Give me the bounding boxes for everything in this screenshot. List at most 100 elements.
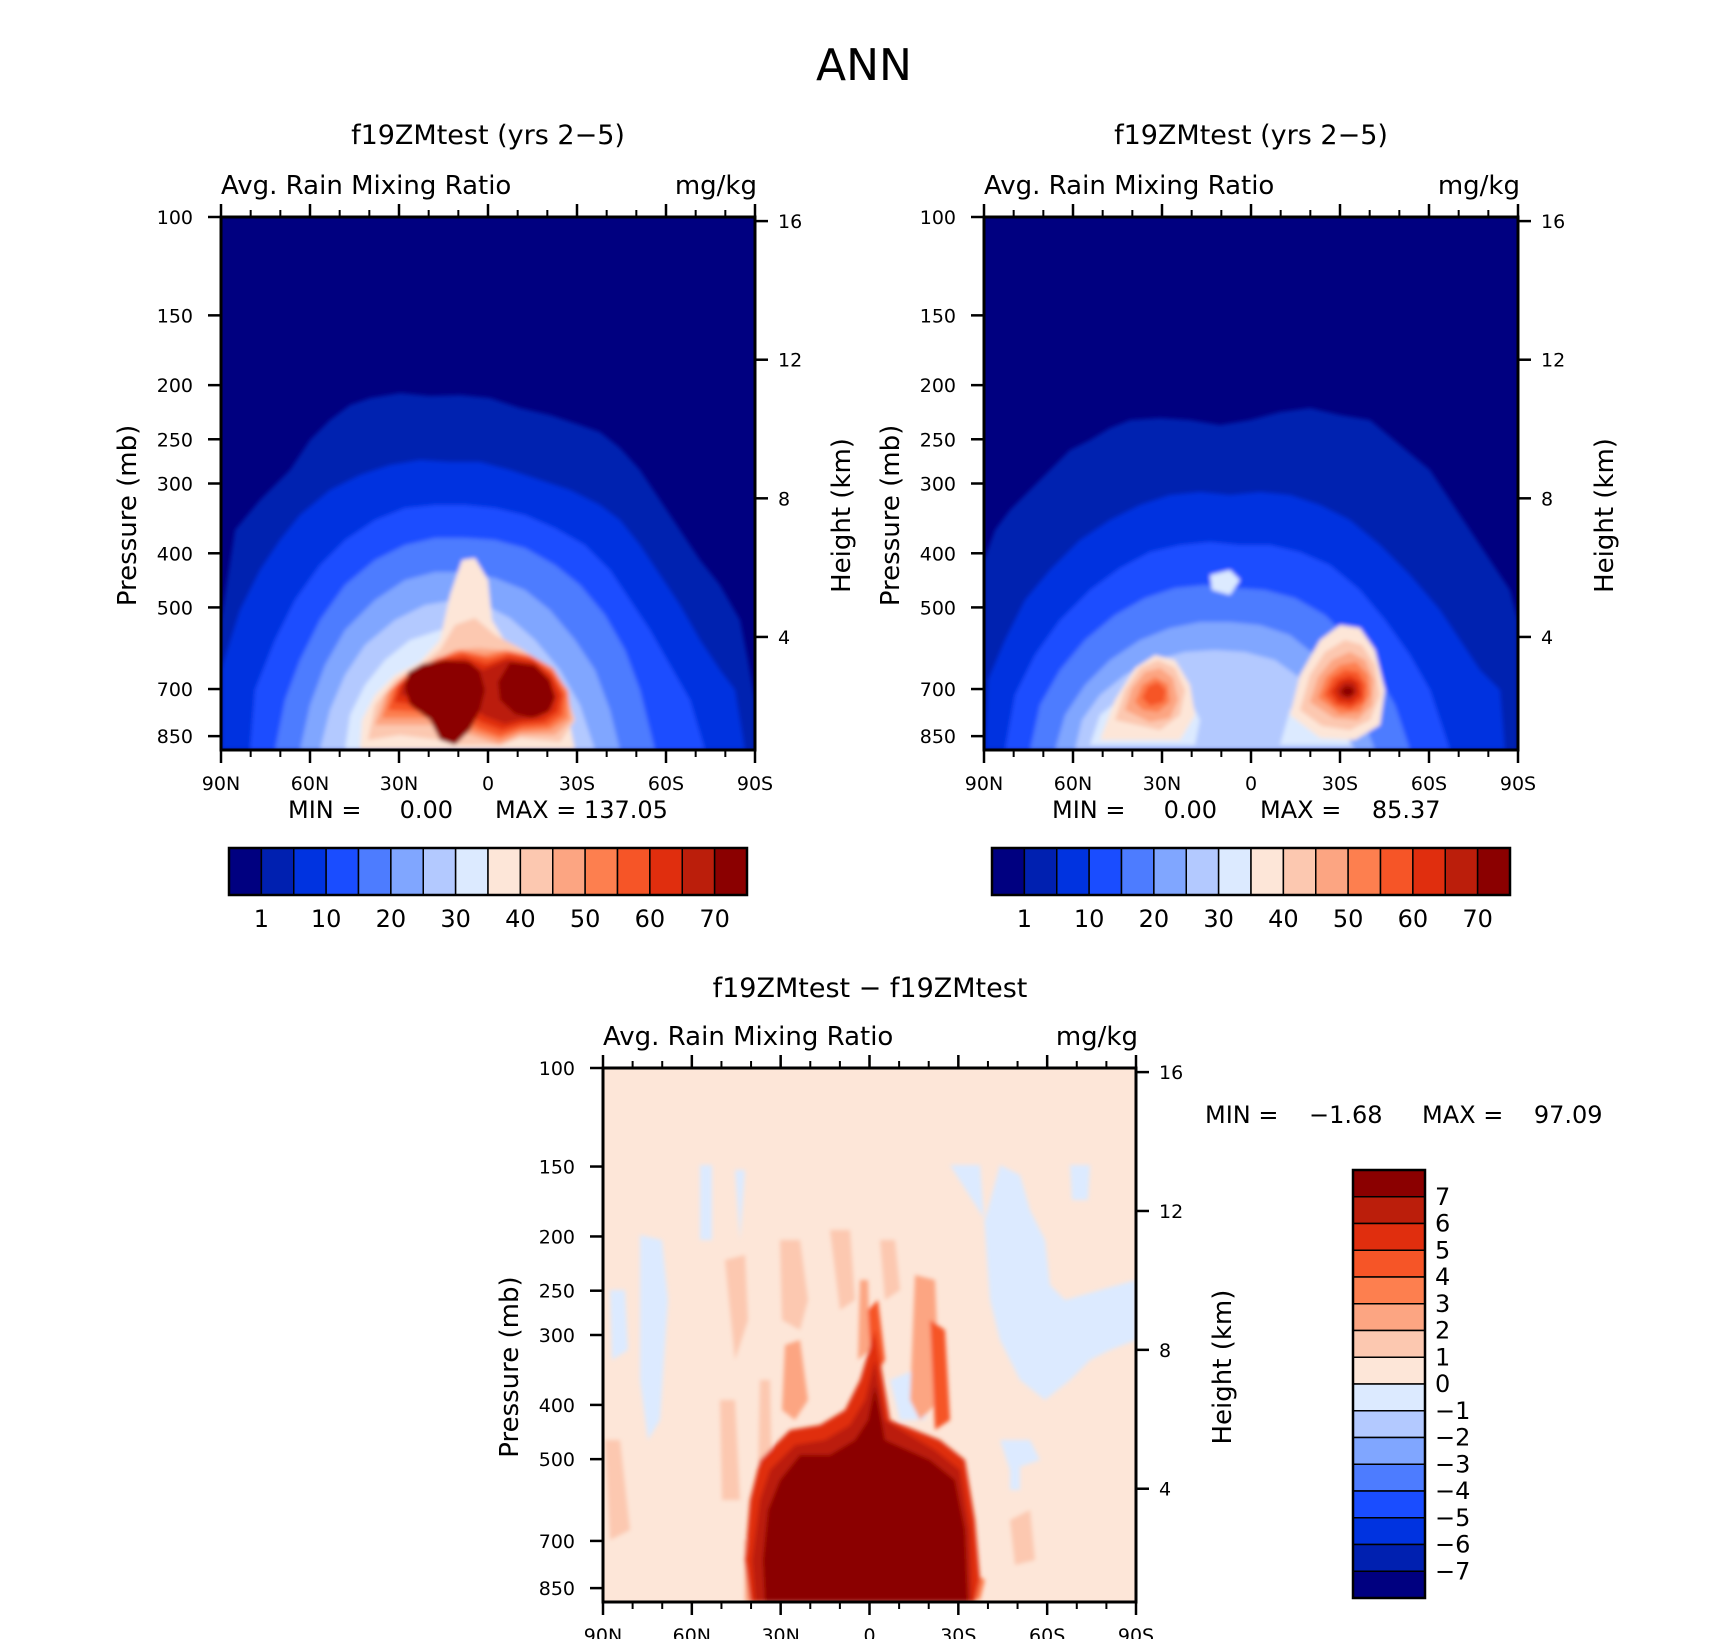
x-tick-label: 0 (482, 773, 494, 795)
panel-difference: f19ZMtest − f19ZMtest Avg. Rain Mixing R… (495, 973, 1603, 1639)
colorbar-swatch (1352, 1570, 1426, 1599)
colorbar-swatch (1352, 1517, 1426, 1546)
x-tick-label: 30S (1322, 773, 1358, 795)
colorbar-swatch (991, 847, 1026, 896)
x-tick-label: 90N (965, 773, 1003, 795)
units-label: mg/kg (1056, 1022, 1138, 1052)
x-tick-label: 60S (1411, 773, 1447, 795)
variable-label: Avg. Rain Mixing Ratio (221, 171, 511, 201)
y-tick-label: 400 (920, 543, 956, 565)
x-tick-label: 90S (737, 773, 773, 795)
colorbar-label: 2 (1435, 1317, 1450, 1345)
y-tick-label: 250 (539, 1281, 575, 1303)
x-tick-label: 90S (1500, 773, 1536, 795)
field-plot (603, 1068, 1136, 1602)
units-label: mg/kg (1438, 171, 1520, 201)
y2-tick-label: 8 (1541, 488, 1553, 510)
colorbar-swatch (260, 847, 295, 896)
x-tick-label: 60N (673, 1625, 711, 1639)
y-tick-label: 250 (157, 429, 193, 451)
x-tick-label: 60S (648, 773, 684, 795)
colorbar-label: 20 (1139, 905, 1170, 933)
x-tick-label: 90N (202, 773, 240, 795)
axes: 100 150 200 250 300 400 500 700 850 16 12 8 4 90N 60N 3… (495, 1055, 1238, 1639)
colorbar-swatch (713, 847, 748, 896)
colorbar-swatch (1088, 847, 1123, 896)
colorbar-swatch (1120, 847, 1155, 896)
colorbar-swatch (325, 847, 360, 896)
y-tick-label: 300 (920, 474, 956, 496)
colorbar-label: −1 (1435, 1397, 1470, 1425)
colorbar-label: −2 (1435, 1424, 1470, 1452)
x-tick-label: 90S (1118, 1625, 1154, 1639)
panel-control: f19ZMtest (yrs 2−5) Avg. Rain Mixing Rat… (113, 120, 857, 933)
y-tick-label: 100 (920, 207, 956, 229)
colorbar-label: 7 (1435, 1183, 1450, 1211)
colorbar-frame (1351, 1168, 1427, 1600)
colorbar-label: −5 (1435, 1504, 1470, 1532)
colorbar-swatch (519, 847, 554, 896)
colorbar-swatch (584, 847, 619, 896)
field-plot (221, 217, 755, 750)
contour-level-7 (763, 1385, 968, 1602)
colorbar-label: 4 (1435, 1263, 1450, 1291)
colorbar-label: 70 (1462, 905, 1493, 933)
y-axis-title: Pressure (mb) (876, 425, 906, 606)
colorbar-swatch (1347, 847, 1382, 896)
y2-tick-label: 12 (1541, 350, 1565, 372)
y-axis-title: Pressure (mb) (495, 1276, 525, 1457)
x-tick-label: 30N (761, 1625, 799, 1639)
units-label: mg/kg (675, 171, 757, 201)
contour-level-4 (868, 1300, 950, 1430)
y-tick-label: 150 (920, 305, 956, 327)
colorbar-label: 50 (570, 905, 601, 933)
figure-title: ANN (816, 40, 912, 91)
colorbar-swatch (390, 847, 424, 896)
y-tick-label: 100 (157, 207, 193, 229)
colorbar-swatch (1352, 1169, 1426, 1198)
y-tick-label: 500 (539, 1449, 575, 1471)
y-tick-label: 250 (920, 429, 956, 451)
y-tick-label: 150 (157, 305, 193, 327)
y-tick-label: 300 (539, 1325, 575, 1347)
colorbar-swatch (1185, 847, 1220, 896)
colorbar-swatch (228, 847, 263, 896)
colorbar-swatch (357, 847, 392, 896)
colorbar-label: 60 (635, 905, 666, 933)
colorbar-label: 20 (376, 905, 407, 933)
colorbar-swatch (1315, 847, 1349, 896)
colorbar-swatch (1476, 847, 1511, 896)
colorbar-label: 3 (1435, 1290, 1450, 1318)
x-tick-label: 0 (863, 1625, 875, 1639)
x-tick-label: 90N (584, 1625, 622, 1639)
colorbar-swatch (1352, 1249, 1426, 1278)
colorbar-swatch (1352, 1222, 1426, 1251)
colorbar-swatch (1352, 1303, 1426, 1332)
colorbar-label: 60 (1398, 905, 1429, 933)
colorbar-swatch (1352, 1436, 1426, 1465)
y-tick-label: 700 (920, 679, 956, 701)
y-tick-label: 400 (539, 1395, 575, 1417)
colorbar-swatch (1217, 847, 1252, 896)
y-tick-label: 100 (539, 1058, 575, 1080)
colorbar-label: 1 (254, 905, 269, 933)
colorbar-swatch (1352, 1329, 1426, 1358)
x-tick-label: 60N (1054, 773, 1092, 795)
colorbar-label: −6 (1435, 1531, 1470, 1559)
colorbar-frame (990, 846, 1512, 897)
colorbar-label: 10 (311, 905, 342, 933)
contour-level-minus1 (610, 1165, 1136, 1490)
variable-label: Avg. Rain Mixing Ratio (984, 171, 1274, 201)
panel-title: f19ZMtest (yrs 2−5) (1114, 120, 1388, 151)
x-tick-label: 30N (380, 773, 418, 795)
colorbar-frame (227, 846, 749, 897)
colorbar-swatch (487, 847, 522, 896)
x-tick-label: 60S (1029, 1625, 1065, 1639)
panel-title: f19ZMtest − f19ZMtest (713, 973, 1028, 1004)
contour-level-9 (1115, 640, 1380, 730)
colorbar-swatch (1352, 1410, 1426, 1439)
colorbar-swatch (649, 847, 683, 896)
x-tick-label: 0 (1245, 773, 1257, 795)
y-tick-label: 850 (157, 726, 193, 748)
